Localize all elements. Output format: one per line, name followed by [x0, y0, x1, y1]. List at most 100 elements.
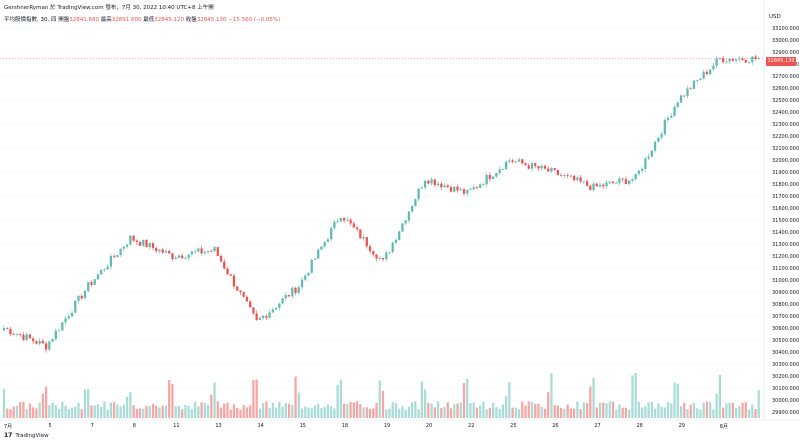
volume-bar	[666, 401, 670, 418]
volume-bar	[683, 402, 686, 418]
y-tick-label: 31700.000	[772, 194, 799, 200]
y-tick-label: 30400.000	[772, 350, 799, 356]
candle-up	[87, 282, 90, 292]
candle-down	[624, 179, 628, 184]
volume-bar	[757, 390, 760, 418]
candle-up	[673, 106, 676, 116]
volume-bar	[57, 408, 61, 418]
volume-bar	[657, 403, 660, 418]
candle-up	[307, 272, 310, 276]
volume-bar	[611, 401, 615, 418]
volume-bar	[177, 405, 181, 418]
volume-bar	[372, 408, 375, 418]
volume-bar	[129, 392, 132, 418]
candle-up	[362, 237, 365, 239]
candle-down	[446, 185, 449, 188]
x-tick-label: 28	[636, 423, 643, 429]
volume-bar	[521, 401, 524, 418]
volume-bar	[692, 402, 696, 418]
candle-up	[93, 279, 96, 285]
candle-up	[129, 235, 132, 245]
candle-up	[540, 165, 543, 169]
candle-down	[22, 334, 25, 340]
volume-bar	[469, 403, 472, 418]
candle-down	[151, 243, 155, 248]
candle-down	[236, 286, 239, 291]
candle-down	[372, 251, 375, 255]
candle-up	[164, 251, 168, 253]
candle-down	[621, 178, 624, 180]
volume-bar	[51, 402, 54, 418]
x-tick-label: 26	[552, 423, 559, 429]
x-tick-label: 5	[48, 423, 52, 429]
candle-up	[644, 158, 647, 169]
candle-down	[433, 179, 436, 186]
candle-down	[602, 184, 605, 187]
high-value: 32891.600	[111, 17, 142, 23]
volume-bar	[472, 402, 475, 418]
y-tick-label: 31200.000	[772, 254, 799, 260]
volume-bar	[155, 405, 158, 418]
volume-bar	[310, 408, 313, 418]
candle-up	[148, 243, 151, 248]
candle-up	[482, 184, 485, 186]
volume-bar	[2, 388, 6, 418]
candle-down	[511, 160, 514, 162]
candle-up	[459, 189, 462, 191]
y-tick-label: 30100.000	[772, 386, 799, 392]
volume-bar	[164, 405, 168, 418]
volume-bar	[265, 401, 268, 418]
candle-up	[550, 168, 553, 172]
volume-bar	[174, 406, 177, 418]
candle-down	[585, 181, 589, 186]
candle-down	[352, 223, 355, 228]
candle-down	[365, 237, 368, 247]
volume-bar	[262, 403, 265, 418]
candle-up	[404, 220, 407, 224]
candle-up	[453, 186, 456, 192]
candle-up	[734, 59, 738, 61]
x-tick-label: 22	[468, 423, 475, 429]
tradingview-logo[interactable]: 17 TradingView	[4, 432, 49, 439]
close-label: 收盤	[185, 17, 197, 23]
volume-bar	[181, 409, 184, 418]
candle-down	[132, 235, 135, 241]
volume-bar	[618, 404, 621, 418]
volume-bar	[394, 403, 398, 418]
candle-up	[508, 160, 511, 162]
candle-up	[712, 65, 715, 70]
volume-bar	[255, 379, 258, 418]
candle-down	[349, 219, 352, 224]
volume-bar	[569, 408, 573, 418]
ohlc-legend: 平均股價指數, 30, 四 開盤32841.680 最高32891.600 最低…	[4, 15, 280, 23]
candle-up	[310, 259, 313, 273]
volume-bar	[19, 402, 22, 418]
volume-bar	[48, 404, 51, 418]
candle-up	[443, 185, 446, 188]
candle-down	[475, 187, 479, 189]
candle-up	[142, 239, 145, 246]
candle-down	[219, 255, 223, 262]
candle-up	[109, 256, 113, 267]
candle-down	[462, 189, 466, 194]
volume-bar	[197, 406, 200, 418]
candle-down	[595, 183, 598, 187]
candle-up	[631, 179, 634, 181]
volume-bar	[595, 407, 598, 418]
volume-bar	[142, 408, 145, 418]
volume-bar	[12, 406, 15, 418]
volume-bar	[401, 406, 404, 418]
volume-bar	[67, 408, 70, 418]
volume-bar	[132, 405, 135, 418]
y-tick-label: 32700.000	[772, 74, 799, 80]
candle-down	[255, 313, 258, 320]
y-tick-label: 30600.000	[772, 326, 799, 332]
candle-up	[330, 228, 333, 240]
candle-up	[485, 174, 488, 185]
volume-bar	[563, 408, 566, 418]
candle-up	[203, 251, 206, 254]
candle-up	[657, 137, 660, 142]
volume-bar	[54, 405, 57, 418]
volume-bar	[411, 402, 414, 418]
